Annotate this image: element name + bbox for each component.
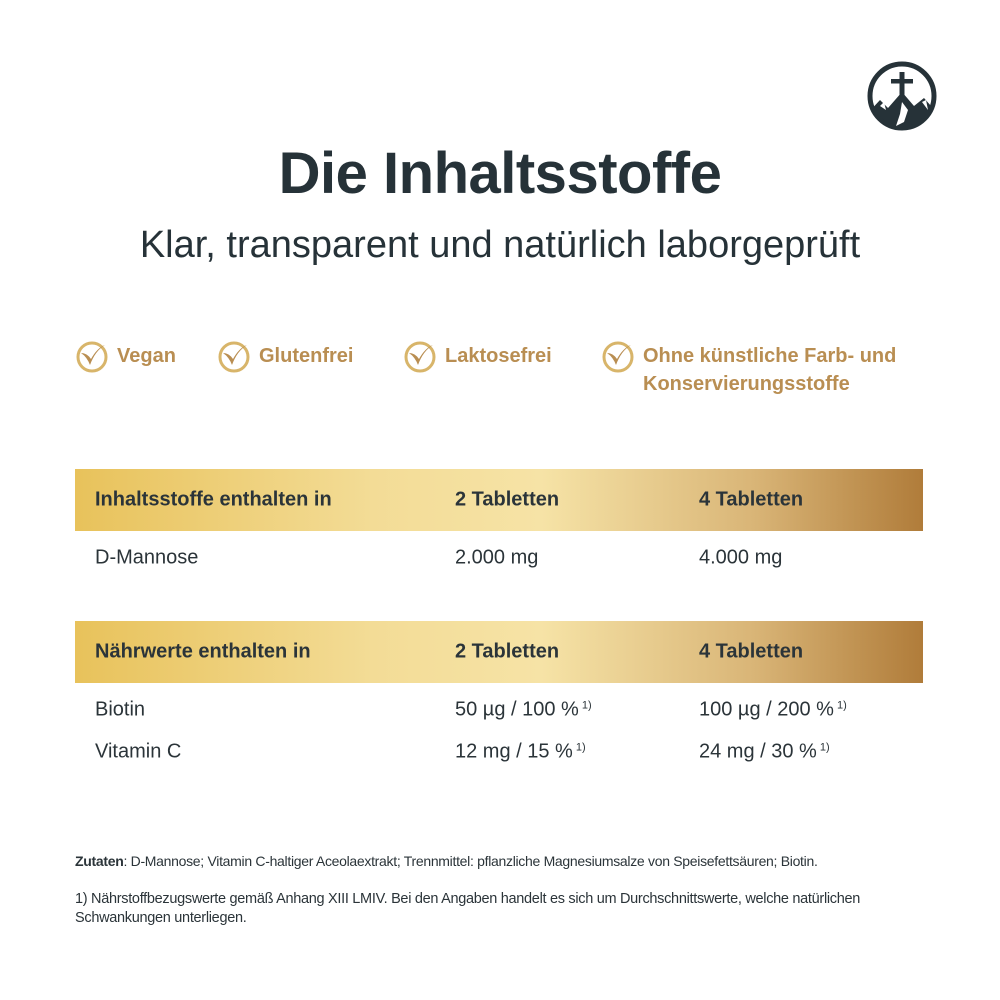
leaf-check-icon (76, 341, 108, 373)
mountain-cross-logo-icon (867, 61, 937, 131)
header-cell: 2 Tabletten (455, 640, 560, 663)
cell: 12 mg / 15 % 1) (455, 741, 586, 764)
table-row: Vitamin C 12 mg / 15 % 1) 24 mg / 30 % 1) (75, 732, 923, 772)
badge-glutenfrei: Glutenfrei (217, 341, 354, 373)
badge-label: Laktosefrei (445, 345, 552, 367)
cell: 100 µg / 200 % 1) (699, 699, 847, 722)
leaf-check-icon (602, 341, 634, 373)
badge-label: Glutenfrei (259, 345, 354, 367)
cell: 4.000 mg (699, 546, 783, 569)
header-cell: 4 Tabletten (699, 640, 804, 663)
badge-label: Vegan (117, 345, 176, 367)
cell-value: 12 mg / 15 % (455, 740, 573, 763)
cell: Vitamin C (95, 740, 182, 763)
ingredients-table-header: Inhaltsstoffe enthalten in 2 Tabletten 4… (75, 469, 923, 531)
cell: 24 mg / 30 % 1) (699, 741, 830, 764)
badge-label-line2: Konservierungsstoffe (643, 373, 850, 395)
cell-value: 24 mg / 30 % (699, 740, 817, 763)
header-cell: 4 Tabletten (699, 488, 804, 511)
cell: 50 µg / 100 % 1) (455, 699, 592, 722)
badge-vegan: Vegan (75, 341, 176, 373)
table-row: D-Mannose 2.000 mg 4.000 mg (75, 538, 923, 578)
cell: 2.000 mg (455, 546, 539, 569)
ingredients-note: Zutaten: D-Mannose; Vitamin C-haltiger A… (75, 852, 925, 871)
footnote-mark: 1) (581, 699, 592, 712)
header-cell: Inhaltsstoffe enthalten in (95, 488, 332, 511)
leaf-check-icon (404, 341, 436, 373)
header-cell: 2 Tabletten (455, 488, 560, 511)
page-subtitle: Klar, transparent und natürlich laborgep… (139, 224, 861, 266)
footnote-mark: 1) (575, 741, 586, 754)
footnote-mark: 1) (819, 741, 830, 754)
ingredients-label: Zutaten (75, 853, 124, 869)
badge-laktosefrei: Laktosefrei (403, 341, 552, 373)
nutrients-table-header: Nährwerte enthalten in 2 Tabletten 4 Tab… (75, 621, 923, 683)
cell-value: 100 µg / 200 % (699, 698, 834, 721)
cell: Biotin (95, 698, 146, 721)
badge-label: Ohne künstliche Farb- und (643, 345, 897, 367)
ingredients-text: : D-Mannose; Vitamin C-haltiger Aceolaex… (123, 853, 818, 869)
footnote-mark: 1) (836, 699, 847, 712)
page-title: Die Inhaltsstoffe (278, 141, 722, 206)
footnote: 1) Nährstoffbezugswerte gemäß Anhang XII… (75, 891, 861, 926)
cell-value: 50 µg / 100 % (455, 698, 579, 721)
leaf-check-icon (218, 341, 250, 373)
table-row: Biotin 50 µg / 100 % 1) 100 µg / 200 % 1) (75, 690, 923, 730)
header-cell: Nährwerte enthalten in (95, 640, 311, 663)
cell: D-Mannose (95, 546, 199, 569)
badge-ohne-zusatzstoffe: Ohne künstliche Farb- und Konservierungss… (601, 341, 897, 398)
